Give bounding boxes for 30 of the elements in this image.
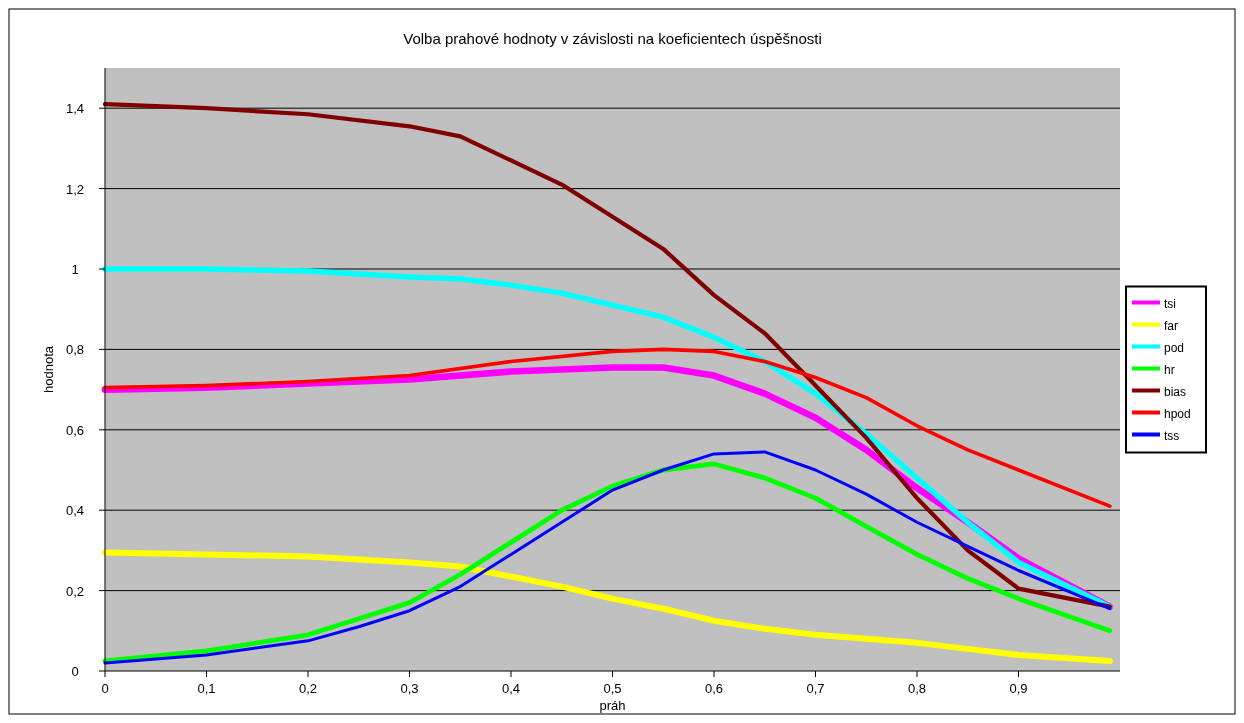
x-axis-title: práh [599, 698, 626, 713]
y-axis-title: hodnota [41, 345, 56, 393]
legend-label: tss [1164, 428, 1180, 443]
x-tick-label: 0 [101, 681, 109, 696]
legend-label: far [1164, 318, 1179, 333]
x-tick-label: 0,7 [806, 681, 825, 696]
x-tick-label: 0,1 [197, 681, 216, 696]
legend-label: hr [1164, 362, 1175, 377]
line-series [103, 347, 1112, 508]
chart-title: Volba prahové hodnoty v závislosti na koeficientech úspěšnosti [403, 30, 822, 47]
line-series [102, 102, 1112, 609]
y-tick-label: 0,8 [65, 342, 85, 358]
x-tick-label: 0,8 [907, 681, 927, 696]
x-tick-label: 0,3 [400, 681, 419, 696]
y-tick-label: 0,6 [65, 422, 85, 438]
legend-label: hpod [1164, 406, 1191, 421]
x-tick-label: 0,9 [1009, 681, 1028, 696]
y-tick-label: 1 [71, 262, 79, 277]
y-tick-label: 0 [71, 664, 79, 679]
x-tick-label: 0,2 [298, 681, 318, 696]
y-tick-label: 0,4 [65, 503, 85, 519]
legend-label: tsi [1164, 296, 1176, 311]
y-tick-label: 1,2 [65, 181, 85, 197]
x-tick-label: 0,6 [704, 681, 724, 696]
y-tick-label: 1,4 [65, 101, 85, 117]
y-tick-label: 0,2 [65, 583, 85, 599]
x-tick-label: 0,4 [501, 681, 521, 696]
x-tick-label: 0,5 [603, 681, 622, 696]
legend-label: pod [1164, 340, 1185, 355]
legend-label: bias [1164, 384, 1187, 399]
